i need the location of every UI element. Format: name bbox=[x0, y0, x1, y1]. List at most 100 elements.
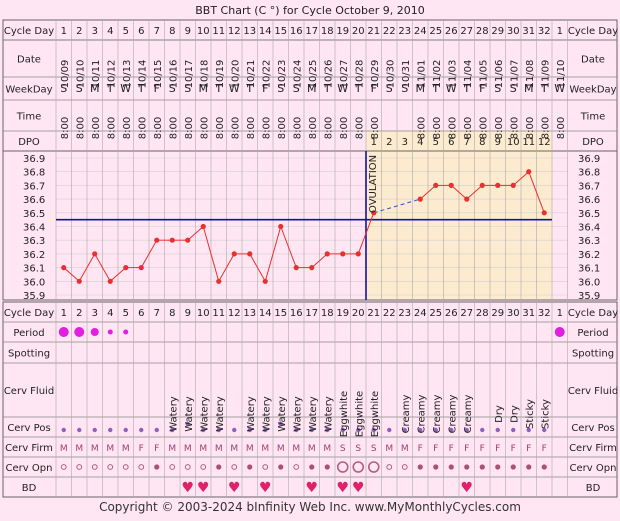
cycle-day-label: 15 bbox=[274, 26, 287, 37]
y-tick-label-right: 36.3 bbox=[578, 236, 600, 247]
temp-point bbox=[340, 251, 346, 257]
row-label-cerv_fluid: Cerv Fluid bbox=[4, 386, 54, 397]
temp-point bbox=[278, 223, 284, 230]
date-label: 10/09 bbox=[60, 60, 71, 89]
temp-point bbox=[61, 265, 67, 271]
cerv-pos-dot bbox=[387, 427, 392, 433]
cerv-firm-label: M bbox=[75, 444, 83, 454]
temp-point bbox=[154, 237, 160, 243]
cerv-opn-mark bbox=[107, 464, 114, 470]
date-label: 10/16 bbox=[168, 60, 179, 89]
temp-point bbox=[200, 223, 206, 230]
cycle-day-label-bottom: 32 bbox=[538, 308, 551, 319]
cerv-opn-mark bbox=[154, 464, 160, 470]
time-label: 8:00 bbox=[354, 117, 365, 139]
period-dot bbox=[74, 327, 85, 337]
cerv-pos-dot bbox=[356, 427, 361, 433]
cycle-day-label: 8 bbox=[169, 26, 175, 37]
y-tick-label: 36.2 bbox=[23, 250, 45, 261]
weekday-label: T bbox=[540, 82, 548, 95]
bd-heart-icon: ♥ bbox=[181, 480, 194, 496]
cycle-day-label-bottom: 29 bbox=[491, 308, 504, 319]
temp-point bbox=[510, 182, 516, 188]
cycle-day-label: 1 bbox=[557, 26, 563, 37]
date-label: 11/05 bbox=[478, 60, 489, 89]
weekday-label: W bbox=[120, 82, 131, 95]
cerv-fluid-label: Watery bbox=[184, 396, 195, 432]
time-label: 8:00 bbox=[556, 117, 567, 139]
date-label: 10/12 bbox=[106, 60, 117, 89]
cerv-firm-label: M bbox=[385, 444, 393, 454]
cerv-fluid-label: Watery bbox=[277, 396, 288, 432]
row-label-cerv_opn: Cerv Opn bbox=[6, 463, 53, 474]
row-label-right-cerv_opn: Cerv Opn bbox=[570, 463, 617, 474]
cerv-pos-dot bbox=[232, 427, 237, 433]
date-label: 10/19 bbox=[215, 60, 226, 89]
temp-point bbox=[464, 196, 470, 202]
temp-point bbox=[309, 265, 315, 271]
temp-line-segment bbox=[357, 212, 375, 255]
temp-line-segment bbox=[528, 171, 545, 213]
time-label: 8:00 bbox=[75, 117, 86, 139]
cerv-opn-mark bbox=[200, 464, 207, 470]
cerv-fluid-label: Watery bbox=[246, 396, 257, 432]
cerv-fluid-label: Sticky bbox=[540, 399, 551, 429]
weekday-label: S bbox=[494, 82, 501, 95]
cerv-fluid-label: Dry bbox=[509, 405, 520, 423]
temp-line-segment bbox=[311, 253, 328, 268]
cerv-pos-dot bbox=[449, 427, 454, 433]
cycle-day-label: 12 bbox=[228, 26, 241, 37]
temp-point bbox=[216, 278, 222, 284]
cerv-fluid-label: Eggwhite bbox=[370, 391, 381, 437]
date-label: 10/15 bbox=[153, 60, 164, 89]
cerv-opn-mark bbox=[479, 464, 485, 470]
cerv-opn-mark bbox=[386, 464, 393, 470]
row-label-time: Time bbox=[16, 112, 41, 123]
row-label-bd: BD bbox=[22, 483, 37, 494]
row-label-period: Period bbox=[13, 328, 44, 339]
temp-line-segment bbox=[63, 267, 80, 282]
cerv-firm-label: F bbox=[511, 444, 516, 454]
row-label-right-date: Date bbox=[581, 55, 605, 66]
cerv-firm-label: M bbox=[246, 444, 254, 454]
time-label: 8:00 bbox=[153, 117, 164, 139]
date-label: 10/21 bbox=[246, 60, 257, 89]
temp-gap-line bbox=[373, 198, 421, 214]
time-label: 8:00 bbox=[432, 117, 443, 139]
cycle-day-label-bottom: 5 bbox=[123, 308, 129, 319]
dpo-label: 7 bbox=[464, 137, 470, 148]
cerv-firm-label: F bbox=[418, 444, 423, 454]
y-tick-label-right: 35.9 bbox=[578, 291, 600, 302]
cerv-pos-dot bbox=[154, 427, 159, 433]
cerv-pos-dot bbox=[309, 427, 314, 433]
cycle-day-label: 1 bbox=[61, 26, 67, 37]
cerv-fluid-label: Watery bbox=[323, 396, 334, 432]
time-label: 8:00 bbox=[122, 117, 133, 139]
y-tick-label: 36.1 bbox=[23, 264, 45, 275]
weekday-label: T bbox=[214, 82, 222, 95]
cycle-day-label-bottom: 21 bbox=[367, 308, 380, 319]
cerv-firm-label: F bbox=[526, 444, 531, 454]
cerv-pos-dot bbox=[92, 427, 97, 433]
y-tick-label-right: 36.7 bbox=[578, 181, 600, 192]
temp-line-segment bbox=[218, 253, 235, 282]
row-label-spotting: Spotting bbox=[8, 349, 50, 360]
cycle-day-label-bottom: 10 bbox=[197, 308, 210, 319]
cycle-day-label: 2 bbox=[76, 26, 82, 37]
time-label: 8:00 bbox=[339, 117, 350, 139]
temp-line-segment bbox=[264, 226, 282, 282]
weekday-label: S bbox=[510, 82, 517, 95]
cerv-pos-dot bbox=[433, 427, 438, 433]
cycle-day-label: 20 bbox=[352, 26, 365, 37]
date-label: 10/14 bbox=[137, 60, 148, 89]
time-label: 8:00 bbox=[370, 117, 381, 139]
cerv-opn-mark bbox=[91, 464, 98, 470]
time-label: 8:00 bbox=[478, 117, 489, 139]
cerv-firm-label: F bbox=[495, 444, 500, 454]
y-tick-label-right: 36.5 bbox=[578, 209, 600, 220]
row-label-cerv_firm: Cerv Firm bbox=[5, 443, 53, 454]
cerv-pos-dot bbox=[263, 427, 268, 433]
cycle-day-label: 25 bbox=[429, 26, 442, 37]
cerv-opn-mark bbox=[526, 464, 532, 470]
cerv-firm-label: F bbox=[542, 444, 547, 454]
